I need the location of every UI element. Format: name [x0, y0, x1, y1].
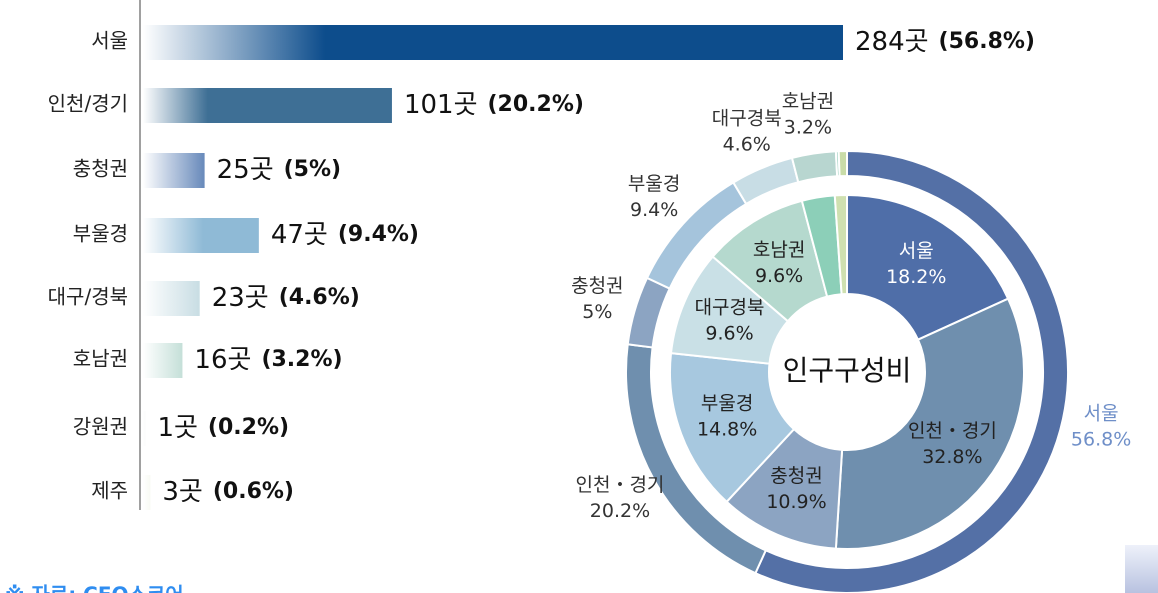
note: ※ 자료: CEO스코어: [5, 583, 184, 593]
slice-label: 4.6%: [723, 134, 771, 156]
data-label: 23곳 (4.6%): [212, 283, 360, 313]
slice-label: 18.2%: [886, 266, 946, 288]
bar: [143, 411, 146, 446]
category-label: 제주: [91, 479, 128, 503]
slice-label: 9.4%: [630, 199, 678, 221]
slice-name: 인천・경기: [575, 474, 664, 496]
donut-slice: [790, 150, 839, 184]
share-label: (56.8%): [939, 29, 1035, 54]
category-label: 부울경: [73, 222, 128, 246]
bar: [143, 88, 392, 123]
bar: [143, 25, 843, 60]
category-label: 서울: [91, 29, 128, 53]
value-label: 25곳: [217, 155, 274, 185]
slice-name: 서울: [1084, 403, 1119, 425]
data-label: 101곳 (20.2%): [404, 90, 584, 120]
slice-label: 20.2%: [590, 500, 650, 522]
donut-slice: [833, 193, 848, 296]
donut-slice: [626, 276, 671, 349]
share-label: (4.6%): [279, 285, 360, 310]
value-label: 16곳: [194, 345, 251, 375]
donut-slice: [834, 297, 1025, 550]
category-label: 호남권: [73, 347, 128, 371]
value-label: 3곳: [162, 477, 202, 507]
share-label: (0.2%): [208, 415, 289, 440]
slice-label: 9.6%: [705, 323, 753, 345]
bar: [143, 281, 200, 316]
slice-name: 호남권: [782, 90, 834, 112]
share-label: (9.4%): [338, 222, 419, 247]
slice-name: 서울: [899, 240, 934, 262]
value-label: 47곳: [271, 220, 328, 250]
data-label: 1곳 (0.2%): [157, 413, 289, 443]
slice-name: 호남권: [753, 239, 805, 261]
data-label: 47곳 (9.4%): [271, 220, 419, 250]
category-label: 대구/경북: [48, 285, 128, 309]
slice-label: 14.8%: [697, 418, 757, 440]
bar: [143, 343, 183, 378]
corner-decoration: [1125, 545, 1158, 593]
donut-slice: [846, 193, 1010, 342]
share-label: (5%): [284, 157, 341, 182]
value-label: 284곳: [855, 27, 929, 57]
slice-name: 대구경북: [695, 297, 765, 319]
donut-slice: [837, 149, 848, 178]
data-label: 25곳 (5%): [217, 155, 341, 185]
slice-name: 부울경: [701, 392, 753, 414]
bar: [143, 218, 259, 253]
slice-label: 3.2%: [784, 116, 832, 138]
share-label: (3.2%): [261, 347, 342, 372]
bar: [143, 475, 151, 510]
value-label: 101곳: [404, 90, 478, 120]
data-label: 16곳 (3.2%): [194, 345, 342, 375]
bar: [143, 153, 205, 188]
donut-slice: [669, 352, 796, 504]
share-label: (20.2%): [487, 92, 583, 117]
slice-label: 56.8%: [1071, 429, 1131, 451]
slice-name: 인천・경기: [908, 420, 997, 442]
slice-label: 9.6%: [755, 265, 803, 287]
slice-label: 10.9%: [766, 491, 826, 513]
slice-label: 5%: [582, 301, 612, 323]
category-label: 인천/경기: [48, 92, 128, 116]
share-label: (0.6%): [213, 479, 294, 504]
data-label: 3곳 (0.6%): [162, 477, 294, 507]
value-label: 23곳: [212, 283, 269, 313]
donut-slice: [731, 156, 800, 206]
slice-name: 충청권: [770, 465, 822, 487]
center-label: 인구구성비: [783, 354, 912, 387]
data-label: 284곳 (56.8%): [855, 27, 1035, 57]
slice-name: 충청권: [571, 275, 623, 297]
slice-name: 대구경북: [712, 108, 782, 130]
slice-name: 부울경: [628, 173, 680, 195]
value-label: 1곳: [157, 413, 197, 443]
category-label: 강원권: [73, 415, 128, 439]
category-label: 충청권: [73, 157, 128, 181]
slice-label: 32.8%: [922, 446, 982, 468]
